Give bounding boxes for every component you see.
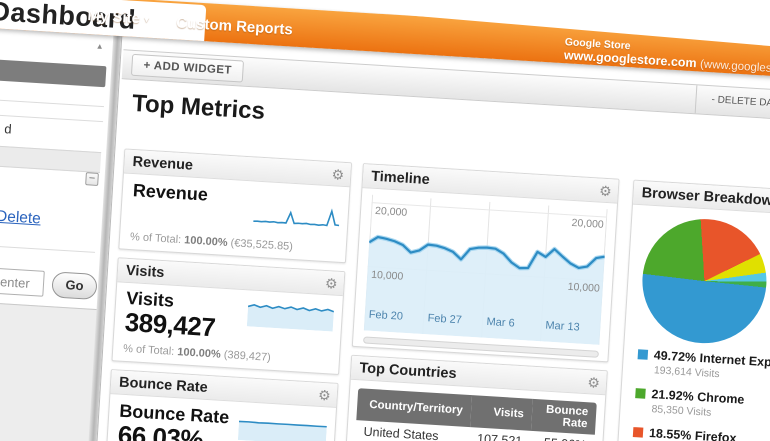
add-widget-button[interactable]: + ADD WIDGET [130,53,245,83]
widget-bounce-rate: Bounce Rate ⚙ Bounce Rate 66.03% [103,369,339,441]
x-axis-tick: Mar 13 [545,319,580,334]
widget-title: Timeline [370,168,431,189]
gear-icon[interactable]: ⚙ [317,386,332,404]
legend-item: 18.55% Firefox72,247 Visits [632,425,770,441]
sidebar-input[interactable] [0,264,45,297]
x-axis-tick: Mar 6 [486,315,515,330]
y-axis-tick: 20,000 [571,216,605,231]
page-title: Top Metrics [131,89,266,125]
widget-title: Browser Breakdown [641,185,770,210]
pie-legend: 49.72% Internet Explorer 193,614 Visits 21… [632,347,770,441]
sidebar-text-fragment: d [3,121,13,137]
legend-label: 18.55% Firefox [632,425,770,441]
collapse-minus-icon[interactable]: − [85,172,99,186]
y-axis-tick: 10,000 [370,268,404,283]
browser-pie-chart [638,215,770,347]
metric-value: 66.03% [117,419,204,441]
delete-dashboard-link[interactable]: - DELETE DASHBOARD [694,85,770,125]
gear-icon[interactable]: ⚙ [598,182,613,200]
sidebar-section-strip [0,140,102,174]
chevron-down-icon: ▾ [143,14,150,26]
bounce-sparkline [237,412,328,441]
widget-top-countries: Top Countries ⚙ Country/Territory Visits Bo… [342,354,608,441]
legend-item: 21.92% Chrome 85,350 Visits [634,386,770,427]
widget-title: Revenue [132,154,194,174]
gear-icon[interactable]: ⚙ [331,166,345,183]
go-button[interactable]: Go [51,271,98,301]
metric-label: Revenue [132,180,209,205]
gear-icon[interactable]: ⚙ [324,274,339,292]
legend-swatch-icon [637,349,649,360]
visits-sparkline [246,299,334,332]
sidebar-footer [0,297,98,441]
widget-browser-breakdown: Browser Breakdown⚙ 49.72% Internet Explo… [612,179,770,441]
sidebar: ▲ d − Delete Go [0,23,123,441]
widget-visits: Visits ⚙ Visits 389,427 % of Total: 100.0… [111,257,346,376]
divider [0,239,96,253]
profile-selector[interactable]: Google Store www.googlestore.com (www.go… [564,36,770,78]
widget-revenue: Revenue ⚙ Revenue % of Total: 100.00% (€3… [118,148,353,264]
timeline-chart: 20,000 10,000 20,000 10,000 Feb 20 Feb 27… [363,194,608,345]
percent-of-total: % of Total: 100.00% (389,427) [122,342,272,364]
widget-title: Visits [125,262,165,282]
y-axis-tick: 10,000 [567,280,601,295]
scroll-up-icon[interactable]: ▲ [95,41,104,52]
legend-swatch-icon [635,388,646,399]
widget-timeline: Timeline ⚙ 20,000 10,000 20,000 10,000 Fe… [351,163,620,363]
sidebar-selected-bar[interactable] [0,54,107,88]
gear-icon[interactable]: ⚙ [586,374,601,391]
x-axis-tick: Feb 20 [368,308,404,323]
timeline-line-chart [363,194,608,345]
y-axis-tick: 20,000 [374,204,408,219]
widget-title: Top Countries [358,360,457,383]
revenue-sparkline [253,202,340,233]
legend-swatch-icon [632,427,644,438]
column-header[interactable]: Visits [469,395,533,431]
divider [0,94,104,108]
delete-link[interactable]: Delete [0,207,42,228]
countries-table: Country/Territory Visits Bounce Rate Unite… [353,388,597,441]
divider [0,109,104,123]
column-header[interactable]: Bounce Rate [530,398,597,435]
widget-title: Bounce Rate [118,374,209,396]
percent-of-total: % of Total: 100.00% (€35,525.85) [129,230,294,253]
legend-item: 49.72% Internet Explorer 193,614 Visits [637,347,770,388]
x-axis-tick: Feb 27 [427,312,463,327]
metric-value: 389,427 [123,306,217,343]
